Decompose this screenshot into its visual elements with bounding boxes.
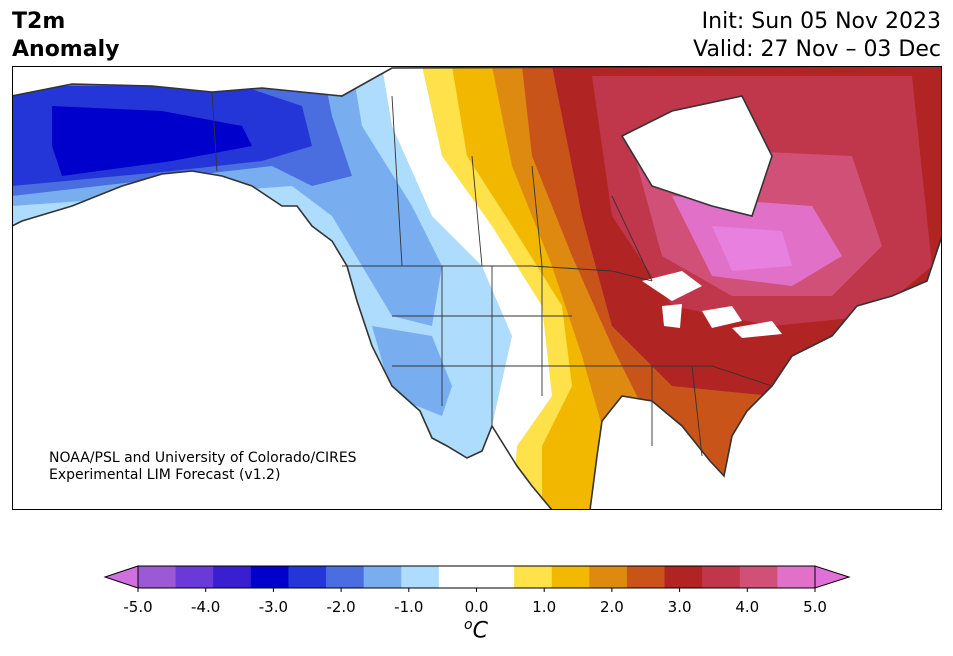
colorbar-tick-label: 4.0	[735, 598, 760, 616]
unit-letter: C	[472, 618, 488, 644]
colorbar-under-arrow	[103, 565, 139, 589]
borders	[211, 91, 773, 457]
init-date: Init: Sun 05 Nov 2023	[701, 9, 941, 34]
colorbar-bin	[138, 566, 177, 588]
colorbar-bin	[739, 566, 778, 588]
colorbar-tick-label: 5.0	[803, 598, 827, 616]
colorbar-bin	[702, 566, 741, 588]
colorbar-bin	[175, 566, 214, 588]
colorbar	[103, 565, 851, 592]
colorbar-tick-label: 1.0	[532, 598, 557, 616]
colorbar-tick-label: -5.0	[123, 598, 153, 616]
degree-symbol: o	[464, 617, 473, 633]
colorbar-tick-label: 3.0	[667, 598, 692, 616]
credit-line-1: NOAA/PSL and University of Colorado/CIRE…	[49, 450, 357, 466]
map-title: T2m Anomaly	[12, 8, 119, 64]
colorbar-tick-label: -4.0	[191, 598, 221, 616]
colorbar-bin	[288, 566, 327, 588]
title-line-2: Anomaly	[12, 37, 120, 62]
forecast-dates: Init: Sun 05 Nov 2023 Valid: 27 Nov – 03…	[693, 8, 941, 64]
colorbar-bin	[551, 566, 590, 588]
map-frame	[12, 66, 942, 510]
colorbar-over-arrow	[814, 565, 851, 589]
colorbar-bin	[476, 566, 515, 588]
colorbar-tick-label: -1.0	[394, 598, 424, 616]
colorbar-bin	[363, 566, 402, 588]
credit-line-2: Experimental LIM Forecast (v1.2)	[49, 467, 281, 483]
colorbar-bin	[777, 566, 816, 588]
colorbar-bin	[326, 566, 365, 588]
anomaly-fill	[12, 66, 942, 510]
colorbar-bin	[589, 566, 628, 588]
valid-date: Valid: 27 Nov – 03 Dec	[693, 37, 941, 62]
colorbar-bin	[664, 566, 703, 588]
colorbar-bin	[514, 566, 553, 588]
colorbar-bin	[401, 566, 440, 588]
colorbar-bin	[250, 566, 289, 588]
colorbar-tick-label: 2.0	[599, 598, 624, 616]
colorbar-tick-label: -3.0	[258, 598, 289, 616]
colorbar-bin	[213, 566, 252, 588]
title-line-1: T2m	[12, 9, 66, 34]
colorbar-unit: oC	[464, 617, 488, 643]
credit-text: NOAA/PSL and University of Colorado/CIRE…	[49, 450, 357, 484]
colorbar-tick-label: -2.0	[326, 598, 356, 616]
colorbar-tick-label: 0.0	[464, 598, 489, 616]
colorbar-bin	[626, 566, 666, 588]
temperature-anomaly-map	[12, 66, 942, 510]
colorbar-bin	[438, 566, 477, 588]
